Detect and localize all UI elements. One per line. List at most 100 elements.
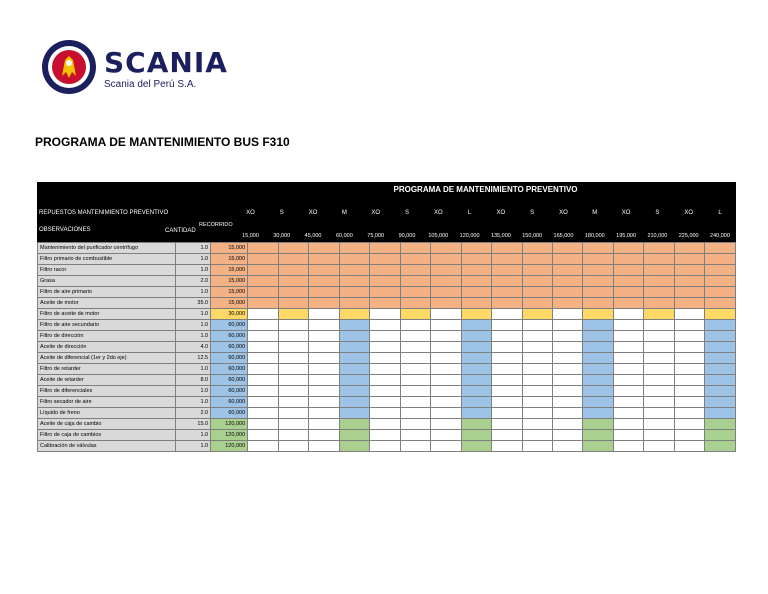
schedule-cell [460, 407, 493, 419]
schedule-cell [247, 275, 279, 287]
schedule-cell [430, 352, 462, 364]
schedule-cell [673, 253, 706, 265]
schedule-cell [369, 396, 401, 408]
interval-km: 195,000 [616, 233, 637, 239]
schedule-cell [612, 264, 645, 276]
schedule-cell [460, 429, 493, 441]
item-name: Líquido de freno [36, 407, 177, 419]
item-recorrido: 60,000 [210, 407, 249, 419]
schedule-cell [338, 429, 371, 441]
schedule-cell [430, 319, 462, 331]
schedule-cell [247, 297, 279, 309]
schedule-cell [551, 242, 584, 254]
schedule-cell [643, 286, 675, 298]
schedule-cell [277, 374, 310, 386]
schedule-cell [551, 341, 584, 353]
schedule-cell [551, 429, 584, 441]
item-quantity: 15.0 [175, 418, 212, 430]
schedule-cell [612, 385, 645, 397]
schedule-cell [521, 429, 553, 441]
header-cantidad: CANTIDAD [165, 228, 196, 234]
schedule-cell [643, 418, 675, 430]
schedule-cell [369, 275, 401, 287]
schedule-cell [673, 385, 706, 397]
schedule-cell [643, 363, 675, 375]
schedule-cell [582, 396, 614, 408]
schedule-cell [521, 440, 553, 452]
schedule-cell [643, 308, 675, 320]
brand-name: SCANIA [104, 46, 228, 79]
schedule-cell [491, 341, 523, 353]
schedule-cell [277, 429, 310, 441]
schedule-cell [491, 275, 523, 287]
schedule-cell [582, 319, 614, 331]
schedule-cell [308, 374, 340, 386]
schedule-cell [673, 407, 706, 419]
schedule-cell [369, 429, 401, 441]
item-quantity: 1.0 [175, 330, 212, 342]
schedule-cell [430, 330, 462, 342]
schedule-cell [551, 352, 584, 364]
schedule-cell [551, 286, 584, 298]
schedule-cell [247, 385, 279, 397]
schedule-cell [369, 440, 401, 452]
schedule-cell [277, 407, 310, 419]
item-recorrido: 60,000 [210, 352, 249, 364]
interval-code: XO [433, 210, 443, 216]
interval-km: 150,000 [522, 233, 543, 239]
schedule-cell [643, 440, 675, 452]
schedule-cell [277, 242, 310, 254]
schedule-cell [491, 352, 523, 364]
schedule-cell [491, 242, 523, 254]
table-row: Filtro primario de combustible 1.0 15,000 [36, 253, 736, 265]
schedule-cell [308, 429, 340, 441]
schedule-cell [399, 385, 432, 397]
item-recorrido: 60,000 [210, 374, 249, 386]
schedule-cell [582, 253, 614, 265]
schedule-cell [521, 363, 553, 375]
schedule-cell [704, 363, 736, 375]
schedule-cell [277, 396, 310, 408]
schedule-cell [460, 341, 493, 353]
schedule-cell [643, 385, 675, 397]
item-name: Mantenimiento del purificador centrífugo [36, 242, 177, 254]
table-row: Aceite de retarder 8.0 60,000 [36, 374, 736, 386]
schedule-cell [399, 429, 432, 441]
interval-code: M [341, 210, 347, 216]
schedule-cell [247, 352, 279, 364]
schedule-cell [430, 385, 462, 397]
schedule-cell [247, 341, 279, 353]
interval-km: 225,000 [678, 233, 699, 239]
schedule-cell [247, 253, 279, 265]
schedule-cell [247, 242, 279, 254]
schedule-cell [582, 385, 614, 397]
schedule-cell [338, 341, 371, 353]
schedule-cell [338, 440, 371, 452]
schedule-cell [582, 407, 614, 419]
table-row: Filtro de retarder 1.0 60,000 [36, 363, 736, 375]
item-name: Filtro de retarder [36, 363, 177, 375]
interval-km: 105,000 [428, 233, 449, 239]
schedule-cell [430, 308, 462, 320]
schedule-cell [551, 275, 584, 287]
schedule-cell [521, 385, 553, 397]
table-row: Líquido de freno 2.0 60,000 [36, 407, 736, 419]
schedule-cell [551, 407, 584, 419]
schedule-cell [704, 297, 736, 309]
schedule-cell [430, 407, 462, 419]
schedule-cell [551, 297, 584, 309]
schedule-cell [399, 396, 432, 408]
schedule-cell [308, 253, 340, 265]
item-name: Filtro de dirección [36, 330, 177, 342]
schedule-cell [612, 429, 645, 441]
schedule-cell [582, 286, 614, 298]
item-name: Filtro primario de combustible [36, 253, 177, 265]
schedule-cell [338, 363, 371, 375]
interval-code: XO [684, 210, 694, 216]
schedule-cell [338, 385, 371, 397]
schedule-cell [673, 308, 706, 320]
schedule-cell [277, 286, 310, 298]
schedule-cell [551, 418, 584, 430]
schedule-cell [551, 396, 584, 408]
schedule-cell [643, 352, 675, 364]
